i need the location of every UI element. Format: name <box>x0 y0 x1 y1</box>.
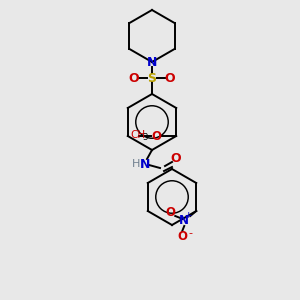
Text: 3: 3 <box>142 134 148 142</box>
Text: S: S <box>148 71 157 85</box>
Text: O: O <box>129 71 139 85</box>
Text: N: N <box>140 158 150 170</box>
Text: -: - <box>188 228 192 238</box>
Text: +: + <box>184 212 192 220</box>
Text: N: N <box>179 214 189 227</box>
Text: N: N <box>147 56 157 68</box>
Text: H: H <box>132 159 140 169</box>
Text: CH: CH <box>131 130 146 140</box>
Text: O: O <box>165 71 175 85</box>
Text: O: O <box>177 230 187 242</box>
Text: O: O <box>171 152 181 166</box>
Text: O: O <box>151 130 161 142</box>
Text: O: O <box>165 206 175 220</box>
